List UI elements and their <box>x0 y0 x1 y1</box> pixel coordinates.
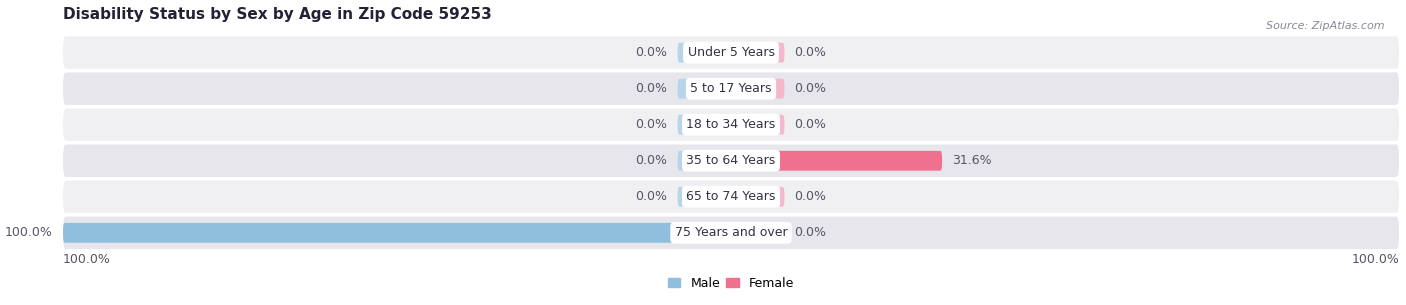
Text: 100.0%: 100.0% <box>63 253 111 266</box>
Text: 35 to 64 Years: 35 to 64 Years <box>686 154 776 167</box>
Text: 0.0%: 0.0% <box>794 226 827 239</box>
Text: 0.0%: 0.0% <box>636 154 668 167</box>
FancyBboxPatch shape <box>63 217 1399 249</box>
FancyBboxPatch shape <box>731 43 785 63</box>
Text: 0.0%: 0.0% <box>636 46 668 59</box>
FancyBboxPatch shape <box>678 79 731 99</box>
FancyBboxPatch shape <box>678 43 731 63</box>
FancyBboxPatch shape <box>731 151 942 171</box>
Text: 65 to 74 Years: 65 to 74 Years <box>686 190 776 203</box>
FancyBboxPatch shape <box>63 73 1399 105</box>
Legend: Male, Female: Male, Female <box>662 272 799 295</box>
FancyBboxPatch shape <box>63 145 1399 177</box>
FancyBboxPatch shape <box>63 223 731 243</box>
FancyBboxPatch shape <box>63 36 1399 69</box>
FancyBboxPatch shape <box>731 187 785 207</box>
Text: 100.0%: 100.0% <box>6 226 53 239</box>
Text: 0.0%: 0.0% <box>636 82 668 95</box>
FancyBboxPatch shape <box>678 151 731 171</box>
Text: Under 5 Years: Under 5 Years <box>688 46 775 59</box>
Text: 0.0%: 0.0% <box>794 46 827 59</box>
FancyBboxPatch shape <box>731 79 785 99</box>
Text: 5 to 17 Years: 5 to 17 Years <box>690 82 772 95</box>
FancyBboxPatch shape <box>678 115 731 135</box>
Text: 0.0%: 0.0% <box>636 190 668 203</box>
Text: 18 to 34 Years: 18 to 34 Years <box>686 118 776 131</box>
FancyBboxPatch shape <box>731 223 785 243</box>
Text: 0.0%: 0.0% <box>794 82 827 95</box>
Text: 75 Years and over: 75 Years and over <box>675 226 787 239</box>
Text: 100.0%: 100.0% <box>1351 253 1399 266</box>
Text: 31.6%: 31.6% <box>952 154 991 167</box>
FancyBboxPatch shape <box>731 115 785 135</box>
Text: Source: ZipAtlas.com: Source: ZipAtlas.com <box>1267 21 1385 31</box>
Text: 0.0%: 0.0% <box>794 118 827 131</box>
Text: 0.0%: 0.0% <box>794 190 827 203</box>
Text: Disability Status by Sex by Age in Zip Code 59253: Disability Status by Sex by Age in Zip C… <box>63 7 492 22</box>
FancyBboxPatch shape <box>63 181 1399 213</box>
FancyBboxPatch shape <box>678 187 731 207</box>
Text: 0.0%: 0.0% <box>636 118 668 131</box>
FancyBboxPatch shape <box>63 109 1399 141</box>
